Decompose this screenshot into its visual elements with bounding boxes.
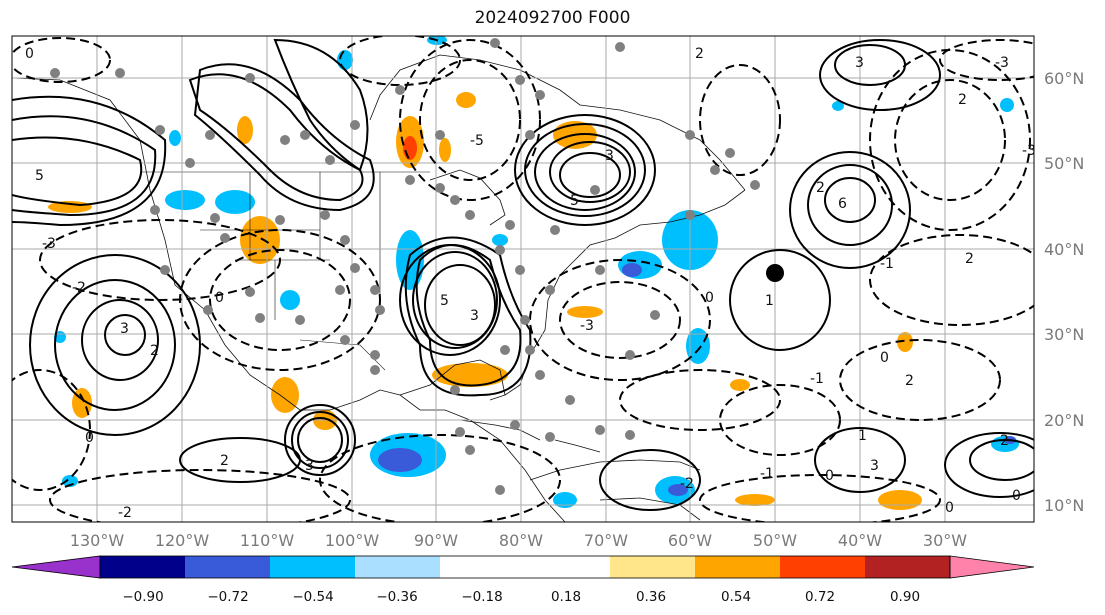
map-frame	[11, 35, 1035, 523]
contour-label: 2	[905, 373, 914, 389]
lon-label: 50°W	[753, 531, 797, 550]
contour-label: 3	[605, 148, 614, 164]
contour-label: 2	[150, 343, 159, 359]
contour-label: -3	[995, 55, 1009, 71]
lon-label: 110°W	[240, 531, 295, 550]
colorbar-max-extension	[949, 555, 1035, 579]
map-panel: 0 5 -3 -2 3 2 0 0 2 3 5 3 -5 5 3 2 -3 0 …	[12, 36, 1036, 522]
contour-label: 0	[880, 350, 889, 366]
map-title: 2024092700 F000	[474, 8, 631, 28]
colorbar-bin	[185, 556, 270, 578]
contour-label: 2	[965, 251, 974, 267]
contour-label: -2	[118, 505, 132, 521]
contour-label: 0	[1012, 488, 1021, 504]
colorbar-tick: 0.54	[721, 589, 751, 605]
contour-label: 2	[816, 180, 825, 196]
contour-label: -1	[810, 371, 824, 387]
lon-label: 100°W	[325, 531, 380, 550]
negative-contours	[12, 36, 1034, 522]
contour-label: 2	[695, 46, 704, 62]
contour-label: 3	[855, 55, 864, 71]
lat-label: 30°N	[1044, 325, 1084, 344]
lat-label: 60°N	[1044, 69, 1084, 88]
lat-label: 40°N	[1044, 240, 1084, 259]
colorbar-frame	[99, 555, 951, 579]
contour-label: -1	[760, 466, 774, 482]
contour-label: 0	[85, 430, 94, 446]
contour-label: 5	[570, 193, 579, 209]
contour-labels: 0 5 -3 -2 3 2 0 0 2 3 5 3 -5 5 3 2 -3 0 …	[25, 46, 1036, 521]
colorbar-tick: 0.90	[890, 589, 920, 605]
lon-label: 30°W	[923, 531, 967, 550]
colorbar-tick: 0.18	[551, 589, 581, 605]
lat-label: 10°N	[1044, 496, 1084, 515]
contour-label: 0	[705, 290, 714, 306]
contour-label: 3	[120, 321, 129, 337]
lon-label: 40°W	[838, 531, 882, 550]
contour-label: 1	[765, 293, 774, 309]
contour-label: 3	[305, 458, 314, 474]
contour-label: 3	[870, 458, 879, 474]
colorbar-tick: −0.36	[376, 589, 417, 605]
contour-label: 0	[25, 46, 34, 62]
colorbar-tick: −0.90	[122, 589, 163, 605]
contour-label: -3	[580, 318, 594, 334]
contour-label: -1	[880, 256, 894, 272]
lat-label: 20°N	[1044, 411, 1084, 430]
colorbar: −0.90 −0.72 −0.54 −0.36 −0.18 0.18 0.36 …	[11, 555, 1035, 605]
contour-label: 5	[35, 168, 44, 184]
colorbar-bin	[270, 556, 355, 578]
lon-label: 60°W	[668, 531, 712, 550]
gridlines	[12, 36, 1034, 522]
colorbar-tick: 0.72	[805, 589, 835, 605]
lon-label: 70°W	[584, 531, 628, 550]
colorbar-min-extension	[11, 555, 101, 579]
colorbar-bin	[440, 556, 610, 578]
longitude-labels: 130°W 120°W 110°W 100°W 90°W 80°W 70°W 6…	[70, 531, 967, 550]
contour-label: 0	[825, 468, 834, 484]
colorbar-tick: 0.36	[636, 589, 666, 605]
positive-contours	[12, 38, 1034, 511]
contour-label: -2	[72, 280, 86, 296]
lon-label: 90°W	[414, 531, 458, 550]
colorbar-tick: −0.72	[207, 589, 248, 605]
contour-label: 0	[215, 290, 224, 306]
storm-center-marker	[766, 264, 784, 282]
station-markers	[50, 38, 760, 495]
contour-label: 0	[945, 500, 954, 516]
coastlines	[12, 54, 746, 522]
contour-label: 5	[440, 293, 449, 309]
lon-label: 120°W	[155, 531, 210, 550]
contour-label: 2	[958, 92, 967, 108]
contour-label: 2	[1000, 433, 1009, 449]
colorbar-tick: −0.54	[292, 589, 333, 605]
colorbar-bin	[355, 556, 440, 578]
colorbar-tick: −0.18	[461, 589, 502, 605]
lon-label: 130°W	[70, 531, 125, 550]
contour-label: 3	[470, 308, 479, 324]
colorbar-bin	[865, 556, 950, 578]
colorbar-bin	[100, 556, 185, 578]
lat-label: 50°N	[1044, 154, 1084, 173]
colorbar-bin	[780, 556, 865, 578]
contour-label: -3	[1022, 143, 1036, 159]
lon-label: 80°W	[499, 531, 543, 550]
contour-label: -3	[42, 236, 56, 252]
contour-label: 1	[858, 428, 867, 444]
colorbar-bin	[610, 556, 695, 578]
contour-label: -5	[470, 133, 484, 149]
colorbar-bin	[695, 556, 780, 578]
political-borders	[140, 171, 430, 371]
contour-label: 2	[220, 453, 229, 469]
contour-label: 6	[838, 196, 847, 212]
latitude-labels: 60°N 50°N 40°N 30°N 20°N 10°N	[1044, 69, 1084, 515]
contour-label: -2	[680, 476, 694, 492]
